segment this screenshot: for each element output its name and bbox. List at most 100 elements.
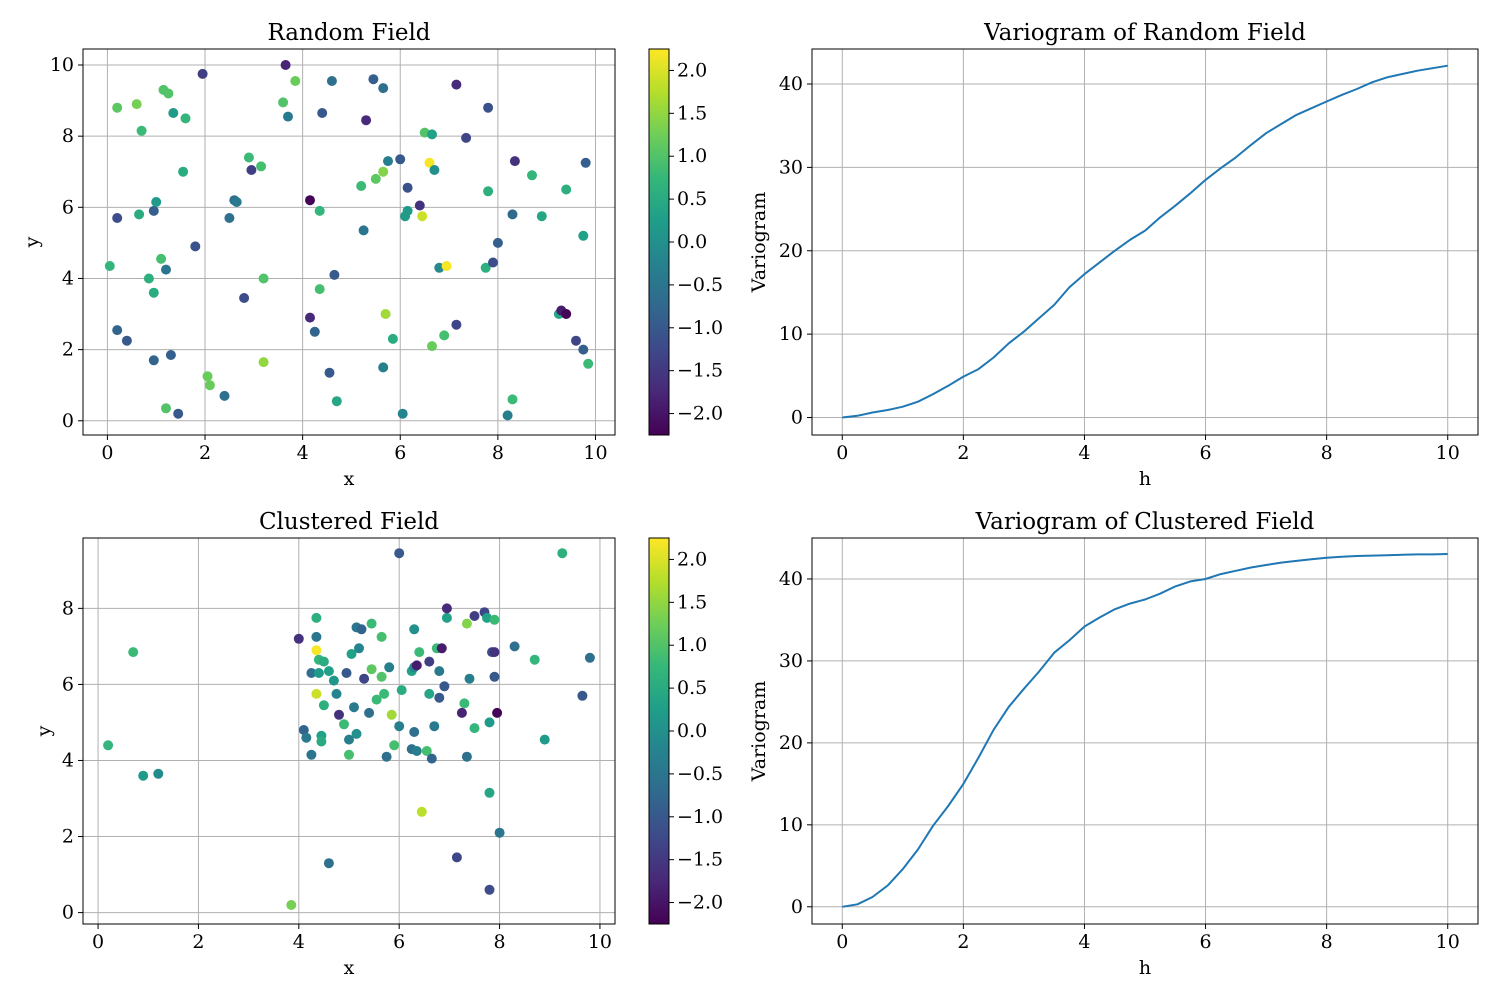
random-field-point bbox=[451, 319, 462, 330]
random-field-point bbox=[331, 396, 342, 407]
clustered-field-point bbox=[351, 728, 362, 739]
random-field-point bbox=[121, 335, 132, 346]
random-field-point bbox=[104, 261, 115, 271]
random-field-point bbox=[356, 181, 367, 191]
random-field-point bbox=[527, 170, 537, 181]
clustered-field-point bbox=[489, 671, 500, 682]
clustered-field-xtick-label: 8 bbox=[494, 931, 506, 953]
clustered-field-xtick-label: 4 bbox=[293, 931, 305, 953]
clustered-field-point bbox=[439, 681, 450, 692]
clustered-field-colorbar-tick-label: 0.0 bbox=[677, 720, 707, 742]
clustered-field-point bbox=[364, 707, 375, 718]
variogram-random-xlabel: h bbox=[1139, 468, 1151, 490]
random-field-point bbox=[239, 293, 250, 303]
variogram-clustered-ytick-label: 0 bbox=[791, 896, 803, 918]
clustered-field-point bbox=[409, 624, 420, 635]
random-field-point bbox=[358, 225, 369, 236]
random-field-point bbox=[368, 74, 379, 85]
clustered-field-point bbox=[436, 643, 447, 654]
clustered-field-point bbox=[461, 751, 472, 762]
random-field-colorbar-tick-label: −2.0 bbox=[677, 403, 723, 425]
clustered-field-xtick-label: 0 bbox=[92, 931, 104, 953]
variogram-random-xtick-label: 6 bbox=[1199, 442, 1211, 464]
random-field-point bbox=[131, 99, 142, 110]
clustered-field-xtick-label: 2 bbox=[192, 931, 204, 953]
clustered-field-panel: 0 2 4 6 8 10 0 2 4 6 8 Clustered Field x y 2.0 1.5 1… bbox=[33, 509, 723, 979]
random-field-point bbox=[439, 330, 450, 341]
clustered-field-point bbox=[494, 827, 505, 838]
clustered-field-point bbox=[434, 666, 445, 677]
random-field-ytick-label: 4 bbox=[62, 267, 74, 289]
random-field-point bbox=[219, 390, 230, 401]
variogram-clustered-xtick-label: 4 bbox=[1078, 931, 1090, 953]
clustered-field-point bbox=[384, 662, 395, 673]
variogram-clustered-ytick-label: 20 bbox=[779, 732, 803, 754]
random-field-point bbox=[243, 152, 254, 163]
clustered-field-point bbox=[318, 700, 329, 711]
variogram-random-ytick-label: 30 bbox=[779, 156, 803, 178]
random-field-point bbox=[305, 195, 315, 206]
variogram-random-ytick-label: 10 bbox=[779, 323, 803, 345]
random-field-point bbox=[329, 269, 340, 280]
random-field-point bbox=[370, 173, 381, 184]
clustered-field-point bbox=[311, 688, 322, 699]
random-field-point bbox=[246, 165, 257, 175]
random-field-point bbox=[256, 161, 267, 172]
clustered-field-colorbar-tick-label: 0.5 bbox=[677, 677, 707, 699]
random-field-point bbox=[112, 102, 123, 113]
clustered-field-colorbar-tick-label: 1.5 bbox=[677, 591, 707, 613]
clustered-field-point bbox=[356, 624, 367, 635]
random-field-point bbox=[378, 166, 389, 177]
variogram-clustered-ytick-label: 30 bbox=[779, 650, 803, 672]
clustered-field-point bbox=[416, 806, 427, 817]
random-field-point bbox=[492, 237, 503, 248]
clustered-field-point bbox=[434, 692, 445, 703]
variogram-clustered-xtick-label: 0 bbox=[836, 931, 848, 953]
random-field-point bbox=[148, 355, 159, 366]
clustered-field-colorbar-tick-label: 2.0 bbox=[677, 548, 707, 570]
variogram-clustered-series-line bbox=[842, 553, 1448, 908]
variogram-clustered-title: Variogram of Clustered Field bbox=[975, 509, 1315, 535]
clustered-field-point bbox=[153, 768, 164, 779]
random-field-point bbox=[427, 341, 437, 352]
variogram-clustered-ytick-label: 10 bbox=[779, 814, 803, 836]
variogram-random-ytick-label: 0 bbox=[791, 406, 803, 428]
clustered-field-point bbox=[441, 612, 452, 623]
clustered-field-point bbox=[138, 770, 149, 781]
clustered-field-point bbox=[298, 725, 309, 735]
random-field-xlabel: x bbox=[344, 468, 355, 490]
variogram-random-xtick-label: 0 bbox=[836, 442, 848, 464]
clustered-field-title: Clustered Field bbox=[259, 509, 439, 535]
variogram-clustered-xtick-label: 6 bbox=[1199, 931, 1211, 953]
random-field-panel: 0 2 4 6 8 10 0 2 4 6 8 10 Random Field x y 2.0 1.5 1.… bbox=[21, 20, 723, 490]
variogram-random-title: Variogram of Random Field bbox=[983, 20, 1306, 46]
random-field-point bbox=[397, 408, 408, 419]
random-field-point bbox=[224, 213, 235, 223]
clustered-field-point bbox=[376, 631, 387, 642]
random-field-colorbar-gradient bbox=[648, 48, 670, 436]
clustered-field-point bbox=[371, 694, 382, 705]
random-field-point bbox=[314, 205, 325, 216]
clustered-field-ytick-label: 8 bbox=[62, 597, 74, 619]
clustered-field-point bbox=[421, 746, 432, 756]
random-field-colorbar-tick-label: 1.0 bbox=[677, 145, 707, 167]
clustered-field-point bbox=[482, 612, 492, 623]
variogram-random-series-line bbox=[842, 64, 1448, 419]
random-field-point bbox=[578, 230, 589, 241]
clustered-field-point bbox=[409, 727, 420, 737]
random-field-point bbox=[161, 264, 171, 275]
random-field-xtick-label: 4 bbox=[297, 442, 309, 464]
clustered-field-xtick-label: 10 bbox=[588, 931, 612, 953]
clustered-field-point bbox=[389, 740, 400, 751]
random-field-point bbox=[151, 197, 162, 207]
clustered-field-point bbox=[344, 749, 354, 760]
clustered-field-colorbar-tick-label: −2.0 bbox=[677, 892, 723, 914]
clustered-field-point bbox=[577, 690, 588, 701]
clustered-field-point bbox=[484, 884, 495, 895]
clustered-field-point bbox=[426, 753, 437, 764]
clustered-field-point bbox=[484, 787, 495, 798]
clustered-field-point bbox=[359, 673, 370, 684]
clustered-field-point bbox=[411, 660, 422, 671]
